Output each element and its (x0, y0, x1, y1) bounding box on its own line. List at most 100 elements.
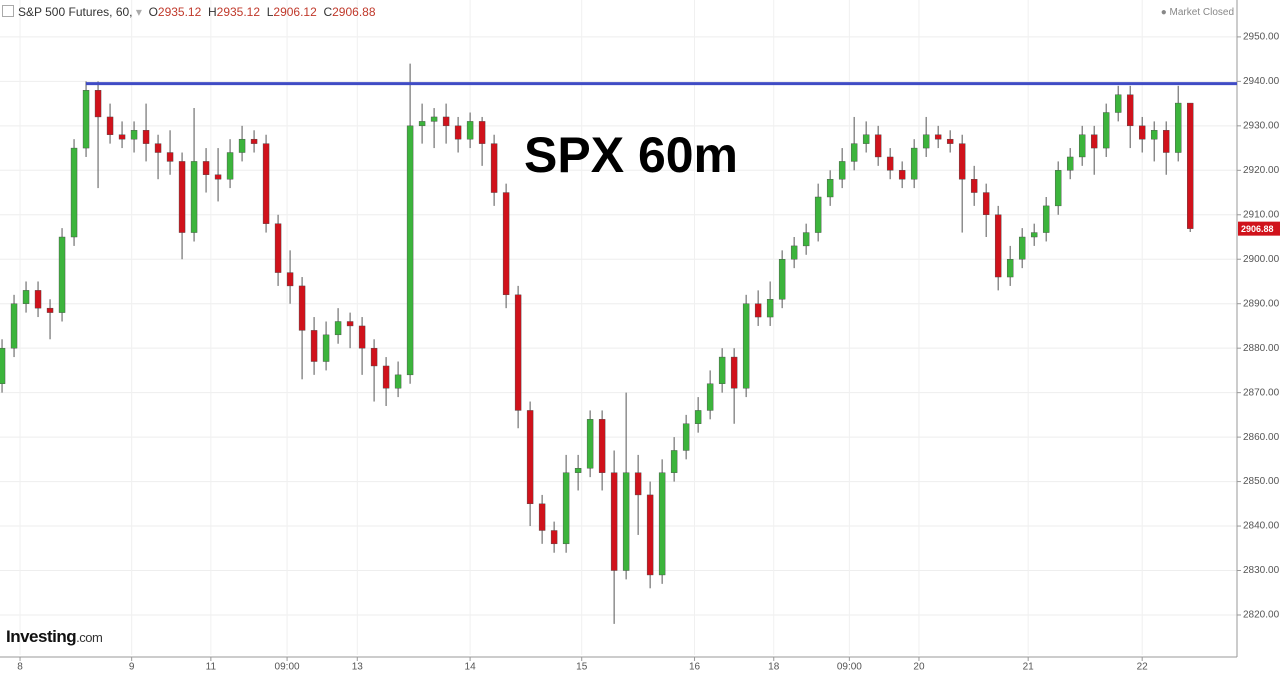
ohlc-letter: L (266, 5, 274, 19)
candle-body (346, 321, 354, 327)
x-tick-label: 09:00 (837, 662, 862, 673)
y-tick-label: 2880.00 (1243, 343, 1280, 354)
candle-body (490, 143, 498, 193)
y-tick-label: 2920.00 (1243, 165, 1280, 176)
y-tick-label: 2830.00 (1243, 565, 1280, 576)
ohlc-letter: H (207, 5, 217, 19)
candle-body (154, 143, 162, 153)
candle-body (202, 161, 210, 175)
candle-body (550, 530, 558, 545)
candle-body (934, 134, 942, 140)
candle-body (322, 334, 330, 362)
candle-body (418, 121, 426, 127)
candle-body (970, 179, 978, 193)
candle-body (802, 232, 810, 247)
candle-body (718, 356, 726, 384)
candle-body (1126, 94, 1134, 127)
ohlc-value: 2935.12 (157, 5, 202, 19)
candle-body (526, 410, 534, 505)
candle-body (142, 130, 150, 144)
ohlc: O2935.12 H2935.12 L2906.12 C2906.88 (149, 5, 383, 19)
y-tick-label: 2860.00 (1243, 432, 1280, 443)
candle-body (118, 134, 126, 140)
x-tick-label: 11 (206, 662, 217, 673)
candle-body (250, 138, 258, 144)
candle-body (22, 290, 30, 304)
candle-body (430, 116, 438, 122)
candle-body (442, 116, 450, 127)
candle-body (406, 125, 414, 376)
candle-body (1186, 102, 1194, 229)
candle-body (1114, 94, 1122, 113)
x-tick-label: 09:00 (275, 662, 300, 673)
y-tick-label: 2930.00 (1243, 120, 1280, 131)
candle-body (682, 423, 690, 451)
candle-body (598, 419, 606, 473)
candle-body (910, 147, 918, 180)
candle-body (922, 134, 930, 149)
candle-body (106, 116, 114, 135)
x-tick-label: 16 (689, 662, 701, 673)
candle-body (742, 303, 750, 389)
candle-body (730, 356, 738, 389)
candle-body (358, 325, 366, 349)
candle-body (370, 347, 378, 367)
candle-body (1138, 125, 1146, 140)
y-tick-label: 2910.00 (1243, 209, 1280, 220)
candle-body (478, 121, 486, 144)
candle-body (814, 196, 822, 233)
candle-body (670, 450, 678, 473)
candle-body (874, 134, 882, 158)
candle-body (886, 156, 894, 171)
x-tick-label: 20 (913, 662, 925, 673)
candle-body (1150, 130, 1158, 140)
candle-body (1054, 170, 1062, 207)
y-tick-label: 2900.00 (1243, 254, 1280, 265)
ohlc-letter: O (148, 5, 158, 19)
logo-suffix: .com (76, 630, 103, 645)
candle-body (298, 285, 306, 331)
candle-body (622, 472, 630, 571)
candle-body (394, 374, 402, 389)
price-tag-label: 2906.88 (1241, 224, 1274, 234)
candle-body (46, 307, 54, 313)
candle-body (838, 161, 846, 180)
dropdown[interactable]: ▾ (135, 5, 142, 19)
ohlc-value: 2935.12 (216, 5, 261, 19)
candle-body (166, 152, 174, 162)
candle-body (982, 192, 990, 215)
logo: Investing.com (6, 627, 103, 647)
candle-body (1078, 134, 1086, 158)
candle-body (1174, 102, 1182, 153)
candle-body (262, 143, 270, 224)
candle-body (58, 236, 66, 313)
candle-body (1162, 130, 1170, 153)
candle-body (238, 138, 246, 153)
y-tick-label: 2850.00 (1243, 476, 1280, 487)
candle-body (646, 494, 654, 576)
x-tick-label: 8 (17, 662, 23, 673)
candle-body (658, 472, 666, 576)
candle-body (898, 170, 906, 180)
candle-body (706, 383, 714, 411)
y-tick-label: 2890.00 (1243, 298, 1280, 309)
candle-body (790, 245, 798, 260)
y-tick-label: 2950.00 (1243, 32, 1280, 43)
candle-body (514, 294, 522, 411)
candle-body (610, 472, 618, 571)
menu-icon[interactable] (2, 5, 14, 17)
logo-brand: Investing (6, 627, 77, 646)
x-tick-label: 15 (576, 662, 588, 673)
candle-body (70, 147, 78, 238)
candle-body (454, 125, 462, 140)
candle-body (1090, 134, 1098, 149)
market-status: ● Market Closed (1160, 7, 1234, 18)
y-tick-label: 2840.00 (1243, 521, 1280, 532)
x-tick-label: 21 (1023, 662, 1035, 673)
candle-body (130, 130, 138, 140)
candle-body (562, 472, 570, 545)
candle-body (178, 161, 186, 233)
candle-body (958, 143, 966, 180)
